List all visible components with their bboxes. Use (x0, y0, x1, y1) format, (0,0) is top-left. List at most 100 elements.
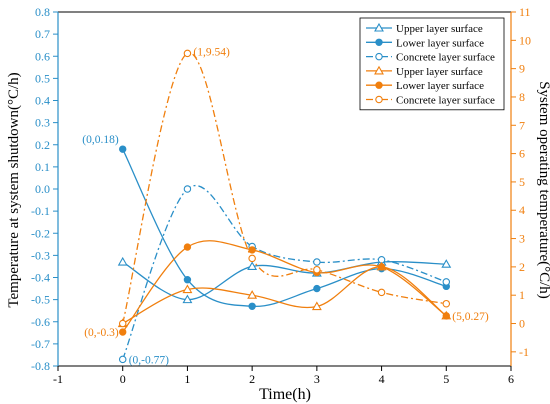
data-point (117, 256, 128, 266)
right-tick-label: 4 (519, 203, 525, 217)
left-tick-label: -0.2 (31, 226, 50, 240)
x-tick-label: 2 (249, 372, 255, 386)
legend-item: Concrete layer surface (366, 52, 495, 64)
data-point (313, 258, 321, 266)
left-tick-label: 0.0 (35, 182, 50, 196)
data-point (247, 261, 258, 270)
x-tick-label: 5 (443, 372, 449, 386)
left-tick-label: 0.1 (35, 160, 50, 174)
data-point (183, 49, 192, 58)
series-line (122, 148, 447, 307)
series-line (122, 266, 447, 325)
right-tick-label: 11 (519, 5, 531, 19)
series-5 (119, 240, 450, 336)
right-tick-label: 8 (519, 90, 525, 104)
x-tick-label: 6 (508, 372, 514, 386)
legend-label: Upper layer surface (396, 66, 483, 78)
legend-item: Lower layer surface (366, 80, 484, 92)
data-point (311, 301, 322, 311)
x-tick-label: 4 (379, 372, 385, 386)
legend-swatch-marker (375, 52, 383, 61)
right-tick-label: 10 (519, 33, 531, 47)
legend-label: Upper layer surface (396, 23, 483, 35)
right-y-axis: -1 0 1 2 3 4 5 6 7 8 9 10 11 (510, 5, 531, 366)
right-tick-label: 0 (519, 317, 525, 331)
legend-item: Lower layer surface (366, 37, 484, 49)
legend-label: Lower layer surface (396, 37, 484, 49)
left-tick-label: -0.3 (31, 248, 50, 262)
right-tick-label: 9 (519, 62, 525, 76)
data-point (377, 263, 386, 271)
x-axis-label: Time(h) (259, 386, 311, 403)
data-point (441, 259, 452, 268)
series-6 (118, 49, 451, 328)
data-label: (0,-0.3) (84, 327, 119, 339)
data-point (118, 355, 127, 364)
series-2 (119, 145, 450, 310)
left-tick-label: -0.6 (31, 315, 50, 329)
left-tick-label: 0.8 (35, 5, 50, 19)
right-tick-label: -1 (519, 345, 529, 359)
legend-item: Upper layer surface (366, 65, 483, 78)
data-point (442, 312, 450, 320)
data-label: (0,-0.77) (129, 354, 169, 366)
data-point (313, 284, 321, 293)
series-line (122, 240, 447, 333)
data-point (119, 328, 127, 336)
legend-label: Concrete layer surface (396, 95, 495, 107)
data-point (247, 290, 258, 299)
data-point (182, 294, 193, 304)
data-point (442, 299, 451, 308)
right-y-axis-label: System operating temperature(°C/h) (536, 81, 550, 299)
data-point (248, 254, 256, 263)
legend-swatch-marker (374, 22, 384, 32)
x-tick-label: 1 (184, 372, 190, 386)
legend-label: Lower layer surface (396, 80, 484, 92)
data-point (313, 265, 321, 274)
x-tick-label: 3 (314, 372, 320, 386)
left-tick-label: 0.2 (35, 138, 50, 152)
right-tick-label: 3 (519, 232, 525, 246)
annotation-layer: (0,0.18) (0,-0.77) (1,9.54) (0,-0.3) (5,0.27… (82, 46, 489, 366)
left-tick-label: 0.7 (35, 27, 50, 41)
data-point (182, 284, 193, 294)
data-point (183, 185, 192, 193)
left-y-axis: -0.8 -0.7 -0.6 -0.5 -0.4 -0.3 -0.2 -0.1 0.0 0.1 0.… (31, 5, 59, 373)
data-point (442, 278, 451, 286)
legend-swatch-marker (375, 95, 383, 104)
left-tick-label: -0.7 (31, 337, 50, 351)
data-point (248, 302, 256, 310)
data-label: (1,9.54) (193, 46, 230, 58)
left-tick-label: 0.5 (35, 71, 50, 85)
left-tick-label: 0.6 (35, 49, 50, 63)
right-tick-label: 7 (519, 118, 525, 132)
data-point (377, 288, 386, 297)
legend-item: Upper layer surface (366, 22, 483, 35)
data-point (183, 276, 192, 284)
left-tick-label: 0.3 (35, 116, 50, 130)
series-3 (118, 185, 451, 364)
legend-item: Concrete layer surface (366, 95, 495, 107)
data-label: (5,0.27) (452, 311, 489, 323)
data-point (248, 246, 256, 254)
data-label: (0,0.18) (82, 134, 119, 146)
series-4 (117, 261, 452, 328)
legend-swatch-marker (375, 38, 383, 46)
left-tick-label: -0.8 (31, 359, 50, 373)
left-tick-label: -0.4 (31, 271, 50, 285)
series-layer (117, 49, 452, 364)
legend-label: Concrete layer surface (396, 52, 495, 64)
legend: Upper layer surface Lower layer surface Co… (359, 17, 505, 111)
left-tick-label: 0.4 (35, 94, 50, 108)
right-tick-label: 2 (519, 260, 525, 274)
x-tick-label: 0 (120, 372, 126, 386)
data-point (119, 145, 127, 153)
right-tick-label: 5 (519, 175, 525, 189)
left-tick-label: -0.5 (31, 293, 50, 307)
x-tick-label: -1 (53, 372, 63, 386)
series-line (122, 261, 447, 301)
right-tick-label: 6 (519, 147, 525, 161)
left-y-axis-label: Temperature at system shutdown(°C/h) (6, 72, 22, 307)
data-point (118, 319, 127, 328)
